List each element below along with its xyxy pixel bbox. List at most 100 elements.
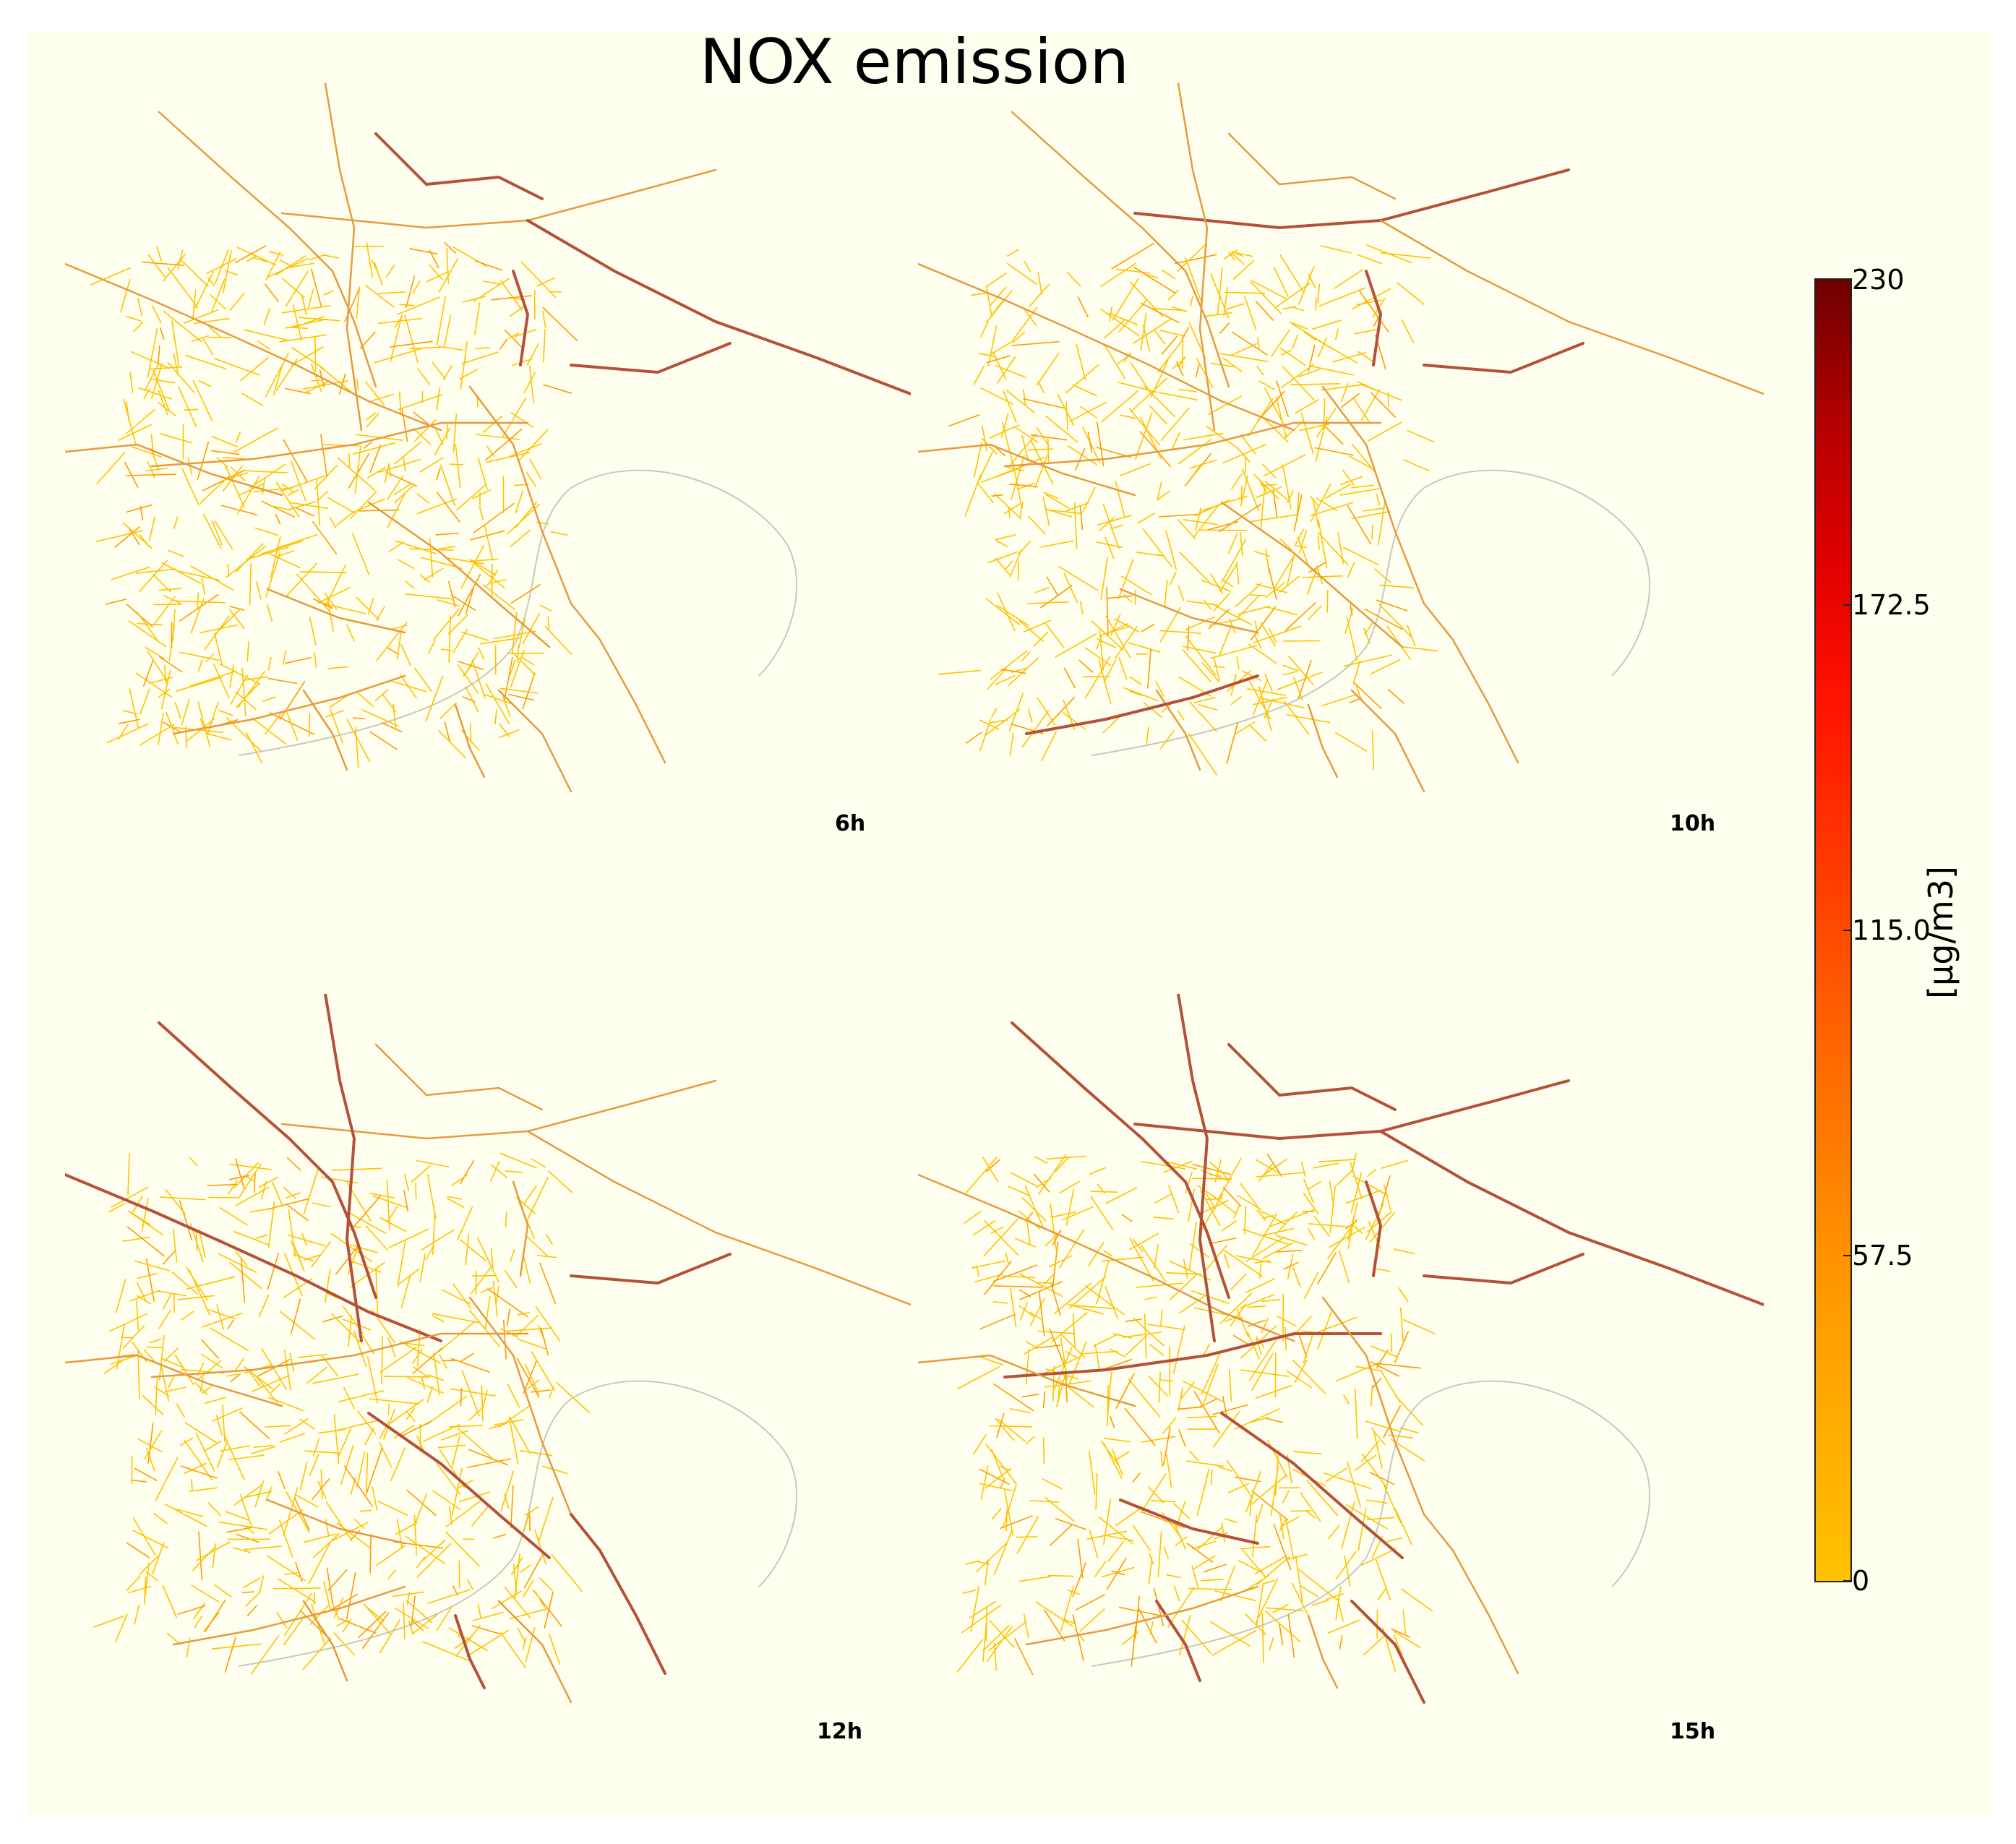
street-segment — [1390, 1438, 1425, 1462]
street-segment — [351, 533, 370, 576]
street-segment — [987, 1621, 1027, 1652]
street-segment — [262, 478, 266, 495]
street-segment — [320, 1469, 323, 1500]
street-segment — [246, 546, 289, 560]
street-segment — [1221, 1522, 1225, 1543]
street-segment — [137, 1272, 158, 1279]
street-segment — [491, 1248, 494, 1269]
street-segment — [1308, 605, 1322, 620]
street-segment — [379, 1217, 407, 1232]
street-segment — [1366, 244, 1412, 264]
street-segment — [265, 1425, 291, 1428]
street-segment — [1100, 390, 1139, 423]
street-segment — [1346, 617, 1358, 662]
street-segment — [1240, 1369, 1290, 1377]
figure-title: NOX emission — [700, 26, 1129, 98]
street-segment — [1345, 1504, 1388, 1530]
street-segment — [279, 1433, 306, 1444]
street-segment — [973, 1433, 987, 1455]
street-segment — [1183, 519, 1218, 526]
street-segment — [432, 361, 446, 379]
major-road — [374, 1043, 544, 1111]
street-segment — [1051, 1311, 1088, 1343]
street-segment — [476, 434, 520, 440]
street-segment — [485, 452, 531, 463]
street-segment — [529, 458, 542, 480]
major-road — [1177, 994, 1216, 1342]
street-segment — [1081, 426, 1101, 463]
street-segment — [434, 427, 451, 455]
street-segment — [1081, 486, 1096, 513]
street-segment — [1006, 262, 1038, 286]
street-segment — [435, 532, 459, 536]
street-segment — [1373, 1431, 1383, 1469]
street-segment — [1224, 1518, 1238, 1523]
street-segment — [406, 1407, 416, 1420]
street-segment — [491, 1590, 522, 1610]
major-road — [570, 602, 666, 764]
street-segment — [146, 1448, 155, 1472]
street-segment — [542, 1465, 568, 1475]
street-segment — [1218, 1157, 1242, 1198]
street-segment — [523, 372, 536, 394]
street-segment — [409, 346, 442, 350]
street-segment — [1080, 406, 1097, 419]
street-segment — [1313, 1215, 1330, 1237]
street-segment — [1248, 724, 1267, 742]
street-segment — [1265, 548, 1270, 573]
street-segment — [503, 1493, 510, 1509]
street-segment — [1323, 398, 1326, 430]
street-segment — [1264, 387, 1286, 428]
street-segment — [436, 599, 460, 607]
street-segment — [459, 1238, 487, 1262]
street-segment — [214, 1584, 232, 1598]
street-segment — [129, 1290, 160, 1302]
street-segment — [1193, 1555, 1216, 1570]
street-segment — [1178, 438, 1212, 465]
street-segment — [210, 450, 240, 455]
street-segment — [447, 614, 468, 635]
street-segment — [295, 1561, 303, 1582]
street-segment — [1016, 1515, 1039, 1555]
street-segment — [1378, 604, 1414, 639]
street-segment — [543, 329, 546, 362]
street-segment — [1376, 494, 1381, 506]
street-segment — [1179, 552, 1210, 583]
street-segment — [510, 411, 534, 429]
street-segment — [1142, 528, 1173, 567]
street-segment — [236, 476, 260, 515]
street-segment — [1261, 1613, 1264, 1663]
street-segment — [378, 458, 421, 473]
street-segment — [218, 1521, 267, 1530]
street-segment — [1077, 296, 1089, 318]
street-segment — [372, 1195, 407, 1209]
street-segment — [376, 606, 385, 622]
street-segment — [1148, 1486, 1164, 1504]
street-segment — [333, 1414, 340, 1465]
street-segment — [423, 567, 444, 581]
street-segment — [1110, 614, 1121, 636]
street-segment — [1092, 1333, 1119, 1347]
street-segment — [983, 1218, 1019, 1256]
street-segment — [95, 530, 143, 542]
street-segment — [346, 1572, 356, 1620]
street-segment — [228, 1179, 239, 1195]
street-segment — [388, 541, 405, 553]
street-segment — [1334, 269, 1363, 289]
street-segment — [1159, 330, 1186, 337]
street-segment — [1316, 1311, 1332, 1350]
street-segment — [470, 558, 499, 562]
street-segment — [139, 724, 175, 746]
street-segment — [158, 588, 181, 591]
street-segment — [471, 561, 505, 589]
street-segment — [1386, 1537, 1403, 1543]
street-segment — [354, 445, 361, 494]
street-segment — [312, 1478, 330, 1500]
street-segment — [1035, 1178, 1052, 1188]
street-segment — [1009, 549, 1023, 578]
street-segment — [426, 1386, 434, 1403]
street-segment — [998, 1418, 1026, 1443]
street-segment — [1384, 1184, 1391, 1211]
street-segment — [350, 1244, 379, 1253]
street-segment — [96, 452, 126, 484]
